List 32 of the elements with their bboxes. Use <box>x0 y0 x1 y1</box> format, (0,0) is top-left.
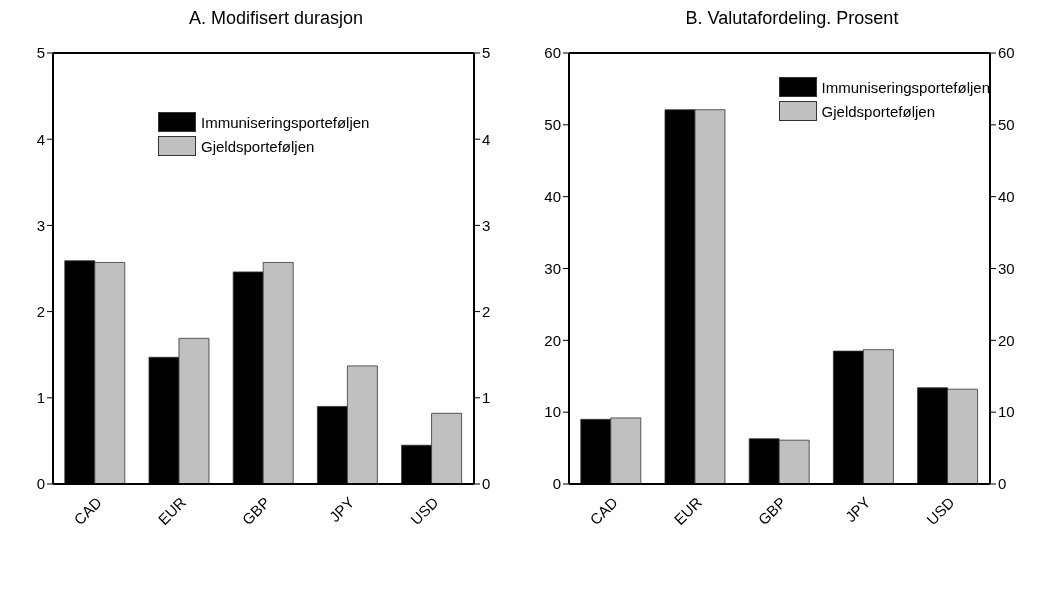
y2-tick-label: 40 <box>998 187 1015 205</box>
y-tick-label: 5 <box>36 44 45 62</box>
y-tick-label: 0 <box>36 475 45 493</box>
y-tick-label: 1 <box>36 389 45 407</box>
y-tick-label: 20 <box>544 331 561 349</box>
y2-tick-label: 1 <box>482 389 491 407</box>
y2-tick-label: 60 <box>998 44 1015 62</box>
legend-label: Immuniseringsporteføljen <box>821 78 990 96</box>
y-tick-label: 60 <box>544 44 561 62</box>
y-tick-label: 0 <box>552 475 561 493</box>
y2-tick-label: 0 <box>998 475 1007 493</box>
y-tick-label: 50 <box>544 116 561 134</box>
y2-tick-label: 4 <box>482 130 491 148</box>
y2-tick-label: 20 <box>998 331 1015 349</box>
y2-tick-label: 10 <box>998 403 1015 421</box>
y2-tick-label: 0 <box>482 475 491 493</box>
legend-label: Gjeldsporteføljen <box>821 102 935 120</box>
chart-title: B. Valutafordeling. Prosent <box>684 8 900 30</box>
y-tick-label: 3 <box>36 216 45 234</box>
y-tick-label: 4 <box>36 130 45 148</box>
y2-tick-label: 2 <box>482 302 491 320</box>
y-tick-label: 30 <box>544 259 561 277</box>
legend-label: Gjeldsporteføljen <box>201 137 315 155</box>
y2-tick-label: 30 <box>998 259 1015 277</box>
legend-label: Immuniseringsporteføljen <box>201 113 370 131</box>
y-tick-label: 2 <box>36 302 45 320</box>
y2-tick-label: 3 <box>482 216 491 234</box>
y2-tick-label: 5 <box>482 44 491 62</box>
chart-title: A. Modifisert durasjon <box>187 8 365 30</box>
y-tick-label: 40 <box>544 187 561 205</box>
y2-tick-label: 50 <box>998 116 1015 134</box>
y-tick-label: 10 <box>544 403 561 421</box>
